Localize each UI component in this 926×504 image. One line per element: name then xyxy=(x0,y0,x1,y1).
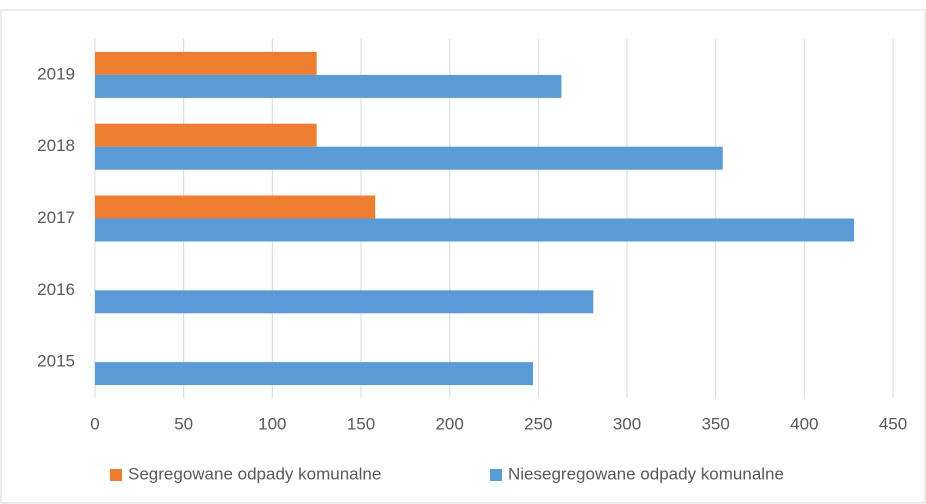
x-tick-label: 0 xyxy=(90,414,99,433)
y-tick-label: 2018 xyxy=(37,136,75,155)
x-tick-label: 200 xyxy=(435,414,463,433)
x-tick-label: 300 xyxy=(613,414,641,433)
bar xyxy=(95,74,562,98)
bar xyxy=(95,51,317,75)
bar xyxy=(95,195,376,219)
x-tick-label: 400 xyxy=(790,414,818,433)
x-tick-label: 150 xyxy=(347,414,375,433)
bar xyxy=(95,290,594,314)
y-tick-label: 2015 xyxy=(37,352,75,371)
bar xyxy=(95,218,854,242)
bar xyxy=(95,362,534,386)
legend-label: Segregowane odpady komunalne xyxy=(128,464,381,483)
legend-label: Niesegregowane odpady komunalne xyxy=(508,464,784,483)
legend-swatch xyxy=(110,469,122,481)
legend-swatch xyxy=(490,469,502,481)
x-tick-label: 350 xyxy=(701,414,729,433)
x-tick-label: 450 xyxy=(879,414,907,433)
y-tick-label: 2019 xyxy=(37,64,75,83)
y-tick-label: 2017 xyxy=(37,208,75,227)
x-tick-label: 250 xyxy=(524,414,552,433)
bar xyxy=(95,146,723,170)
y-tick-label: 2016 xyxy=(37,280,75,299)
bar xyxy=(95,123,317,147)
x-tick-label: 100 xyxy=(258,414,286,433)
x-tick-label: 50 xyxy=(174,414,193,433)
